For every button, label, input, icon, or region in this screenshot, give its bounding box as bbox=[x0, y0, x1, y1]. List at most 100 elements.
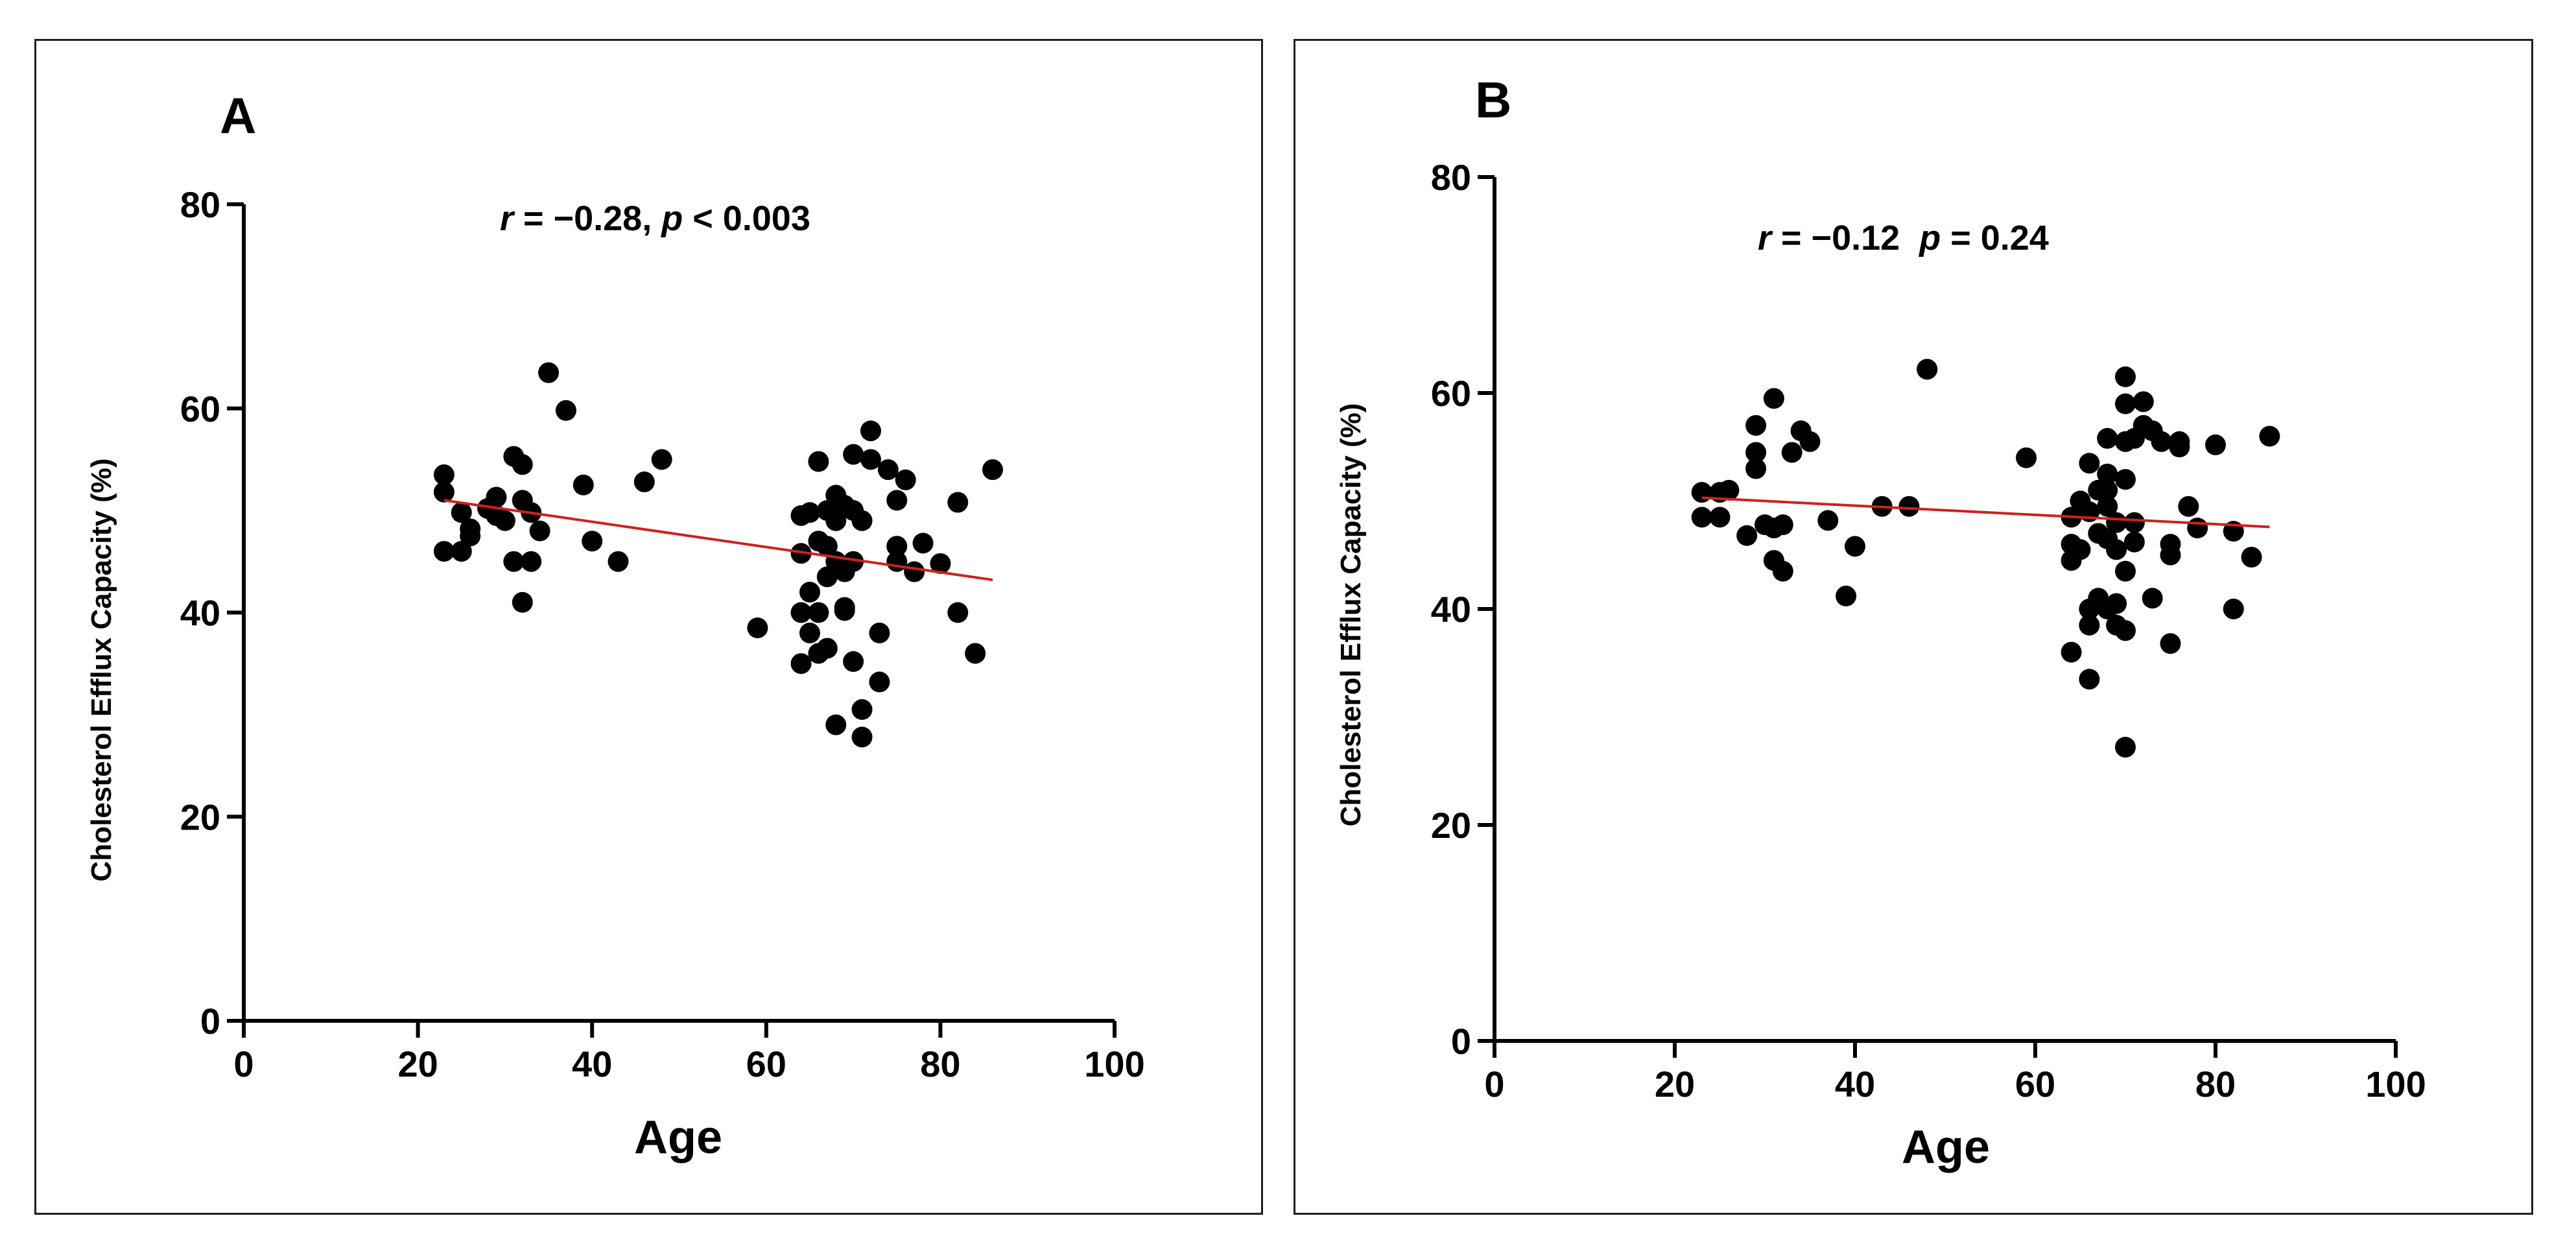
data-point bbox=[582, 531, 603, 552]
data-point bbox=[947, 492, 969, 513]
x-tick-label: 60 bbox=[2015, 1064, 2055, 1104]
data-point bbox=[904, 561, 925, 582]
stat-r-text-b: = −0.12 bbox=[1771, 219, 1919, 257]
data-point bbox=[851, 510, 873, 531]
regression-line-a bbox=[443, 499, 993, 582]
data-point bbox=[895, 469, 916, 490]
data-point bbox=[886, 551, 908, 572]
data-point bbox=[1772, 514, 1793, 536]
regression-line-b bbox=[1701, 496, 2270, 529]
data-point bbox=[651, 449, 672, 470]
data-point bbox=[433, 541, 455, 562]
data-point bbox=[886, 536, 908, 557]
stat-r-text-a: = −0.28, bbox=[514, 199, 661, 238]
data-point bbox=[460, 518, 481, 540]
x-tick-label: 100 bbox=[1084, 1044, 1144, 1084]
data-point bbox=[633, 471, 655, 493]
data-point bbox=[799, 582, 820, 603]
data-point bbox=[816, 536, 838, 557]
y-tick-label: 20 bbox=[1431, 805, 1471, 846]
data-point bbox=[2115, 469, 2136, 490]
data-point bbox=[2205, 434, 2226, 455]
y-tick-label: 0 bbox=[1451, 1021, 1471, 1062]
stat-r-symbol-a: r bbox=[500, 199, 515, 238]
stat-p-text-b: = 0.24 bbox=[1941, 219, 2049, 257]
data-point bbox=[1745, 442, 1767, 463]
data-point bbox=[2123, 512, 2145, 533]
data-point bbox=[521, 551, 542, 572]
data-point bbox=[2115, 737, 2136, 758]
y-tick-label: 80 bbox=[1431, 157, 1471, 198]
y-tick-label: 60 bbox=[180, 388, 220, 429]
x-tick-label: 20 bbox=[397, 1044, 438, 1084]
data-point bbox=[2106, 539, 2127, 560]
data-point bbox=[799, 622, 820, 643]
stat-p-text-a: < 0.003 bbox=[683, 199, 810, 238]
data-point bbox=[2106, 593, 2127, 614]
data-point bbox=[1745, 458, 1767, 479]
data-point bbox=[433, 464, 455, 486]
data-point bbox=[2241, 547, 2262, 568]
chart-b-svg: B r = −0.12 p = 0.24 Cholesterol Efflux … bbox=[1335, 71, 2426, 1173]
data-point bbox=[2097, 495, 2118, 517]
data-point bbox=[1836, 586, 1857, 607]
data-point bbox=[1691, 507, 1712, 528]
x-tick-label: 40 bbox=[572, 1044, 612, 1084]
data-point bbox=[2079, 669, 2100, 690]
x-tick-label: 80 bbox=[2195, 1064, 2236, 1104]
y-axis-title-a: Cholesterol Efflux Capacity (%) bbox=[86, 459, 117, 882]
data-point bbox=[555, 400, 576, 421]
data-point bbox=[2115, 560, 2136, 582]
data-point bbox=[2079, 453, 2100, 474]
data-point bbox=[860, 449, 881, 470]
data-point bbox=[877, 459, 899, 481]
data-point bbox=[451, 541, 472, 562]
data-point bbox=[816, 638, 838, 659]
stat-p-symbol-a: p bbox=[660, 199, 683, 238]
data-point bbox=[947, 602, 969, 623]
x-tick-label: 20 bbox=[1655, 1064, 1695, 1104]
data-point bbox=[512, 454, 533, 475]
data-point bbox=[486, 486, 507, 508]
data-point bbox=[573, 474, 594, 495]
data-point bbox=[529, 520, 550, 542]
data-point bbox=[2223, 599, 2244, 619]
data-point bbox=[2151, 431, 2172, 452]
data-point bbox=[2070, 539, 2091, 560]
data-point bbox=[1898, 495, 1920, 517]
y-axis-title-b: Cholesterol Efflux Capacity (%) bbox=[1335, 403, 1367, 827]
data-point bbox=[2160, 544, 2181, 566]
data-point bbox=[608, 551, 629, 572]
data-point bbox=[834, 597, 855, 618]
data-point bbox=[2061, 641, 2082, 663]
stat-r-symbol-b: r bbox=[1758, 219, 1773, 257]
data-point bbox=[2178, 495, 2199, 517]
data-point bbox=[869, 622, 890, 643]
data-point bbox=[1845, 536, 1865, 557]
data-point bbox=[2097, 463, 2118, 484]
data-point bbox=[869, 671, 890, 693]
data-point bbox=[982, 459, 1003, 481]
data-point bbox=[1691, 482, 1712, 503]
data-point bbox=[451, 502, 472, 523]
data-point bbox=[1799, 431, 1821, 452]
x-tick-label: 100 bbox=[2365, 1064, 2426, 1104]
data-point bbox=[825, 510, 847, 531]
y-tick-label: 80 bbox=[180, 184, 220, 225]
data-point bbox=[843, 551, 864, 572]
data-point bbox=[2187, 518, 2208, 539]
data-point bbox=[2133, 391, 2154, 412]
data-point bbox=[843, 444, 864, 465]
data-point bbox=[1718, 479, 1740, 501]
data-point bbox=[2097, 479, 2118, 501]
data-point bbox=[1917, 359, 1938, 380]
data-point bbox=[747, 617, 768, 639]
data-point bbox=[851, 699, 873, 721]
data-point bbox=[1817, 510, 1839, 531]
chart-panel-a: A r = −0.28, p < 0.003 Cholesterol Efflu… bbox=[34, 39, 1263, 1215]
data-point bbox=[2016, 447, 2037, 468]
y-tick-label: 40 bbox=[1431, 589, 1471, 630]
data-point bbox=[965, 643, 986, 664]
data-point bbox=[2115, 393, 2136, 414]
data-point bbox=[1736, 525, 1758, 546]
